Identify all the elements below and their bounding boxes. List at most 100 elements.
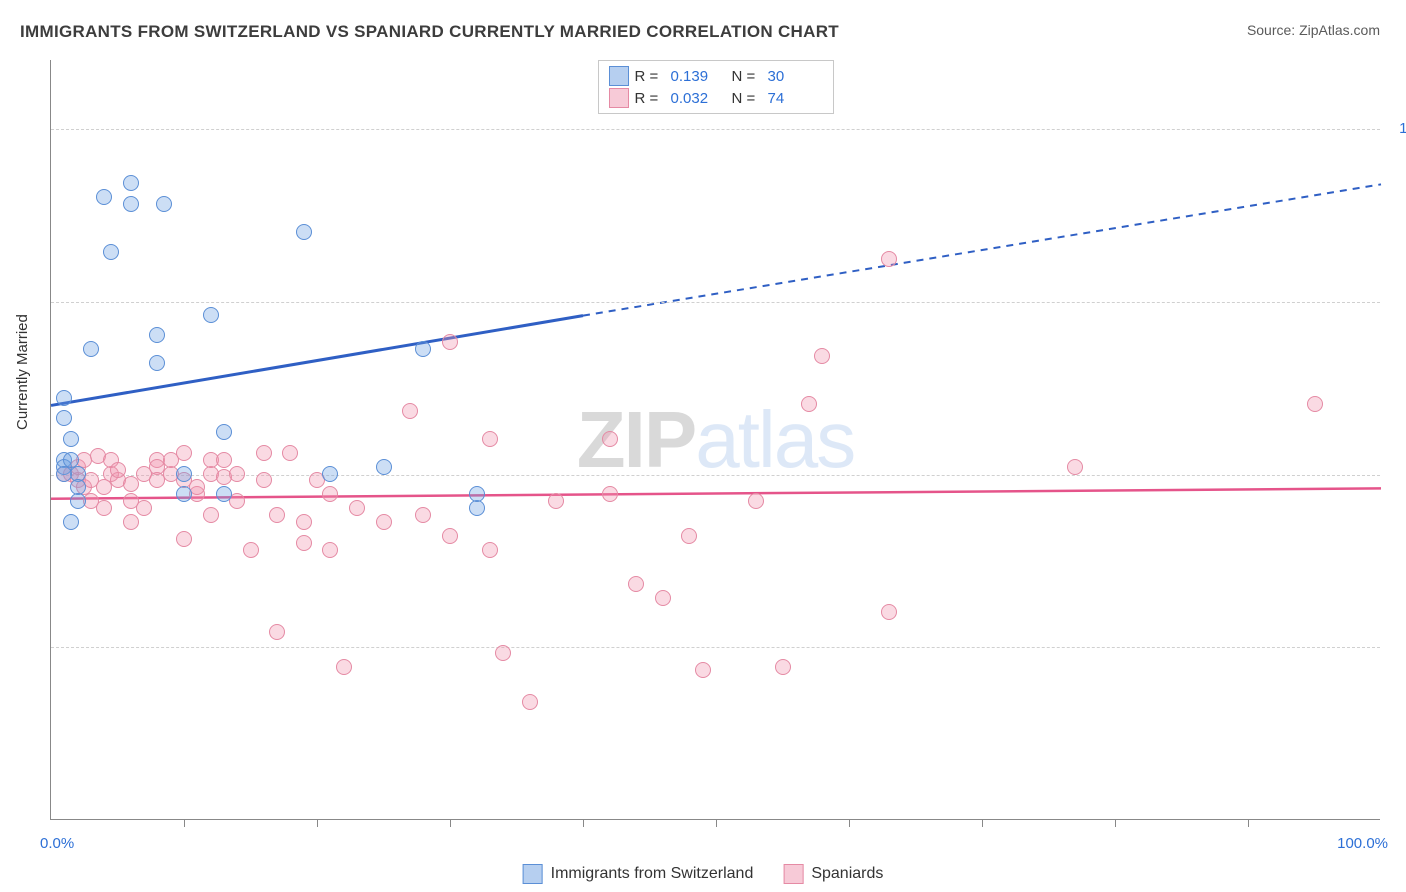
data-point-swiss (469, 500, 485, 516)
gridline (51, 647, 1380, 648)
data-point-spaniard (216, 452, 232, 468)
data-point-spaniard (602, 486, 618, 502)
x-tick (583, 819, 584, 827)
x-tick (849, 819, 850, 827)
data-point-spaniard (123, 514, 139, 530)
series-legend: Immigrants from Switzerland Spaniards (523, 864, 884, 884)
data-point-spaniard (881, 251, 897, 267)
gridline (51, 129, 1380, 130)
y-tick-label: 25.0% (1390, 638, 1406, 655)
data-point-spaniard (482, 542, 498, 558)
y-tick-label: 100.0% (1390, 120, 1406, 137)
legend-row-swiss: R =0.139 N =30 (609, 65, 823, 87)
data-point-spaniard (655, 590, 671, 606)
data-point-spaniard (96, 500, 112, 516)
data-point-swiss (96, 189, 112, 205)
data-point-spaniard (269, 507, 285, 523)
data-point-spaniard (123, 476, 139, 492)
trend-lines (51, 60, 1381, 820)
data-point-spaniard (336, 659, 352, 675)
data-point-spaniard (256, 472, 272, 488)
data-point-spaniard (229, 466, 245, 482)
data-point-swiss (149, 327, 165, 343)
data-point-swiss (322, 466, 338, 482)
x-tick (184, 819, 185, 827)
data-point-spaniard (282, 445, 298, 461)
data-point-swiss (415, 341, 431, 357)
x-tick (450, 819, 451, 827)
y-tick-label: 75.0% (1390, 293, 1406, 310)
data-point-spaniard (296, 514, 312, 530)
data-point-swiss (176, 466, 192, 482)
data-point-swiss (83, 341, 99, 357)
data-point-spaniard (548, 493, 564, 509)
data-point-swiss (56, 410, 72, 426)
swatch-swiss (609, 66, 629, 86)
legend-item-swiss: Immigrants from Switzerland (523, 864, 754, 884)
x-origin-label: 0.0% (40, 835, 74, 852)
data-point-swiss (216, 486, 232, 502)
data-point-swiss (123, 196, 139, 212)
data-point-spaniard (349, 500, 365, 516)
chart-container: IMMIGRANTS FROM SWITZERLAND VS SPANIARD … (0, 0, 1406, 892)
data-point-swiss (56, 390, 72, 406)
data-point-spaniard (602, 431, 618, 447)
y-axis-label: Currently Married (14, 314, 31, 430)
data-point-swiss (103, 244, 119, 260)
data-point-spaniard (203, 507, 219, 523)
data-point-spaniard (801, 396, 817, 412)
data-point-spaniard (402, 403, 418, 419)
data-point-spaniard (482, 431, 498, 447)
data-point-swiss (70, 493, 86, 509)
data-point-swiss (56, 466, 72, 482)
source-label: Source: ZipAtlas.com (1247, 22, 1380, 38)
data-point-spaniard (628, 576, 644, 592)
legend-item-spaniard: Spaniards (783, 864, 883, 884)
data-point-spaniard (1307, 396, 1323, 412)
data-point-spaniard (136, 500, 152, 516)
data-point-spaniard (376, 514, 392, 530)
correlation-legend: R =0.139 N =30 R =0.032 N =74 (598, 60, 834, 114)
data-point-swiss (469, 486, 485, 502)
x-tick (1115, 819, 1116, 827)
gridline (51, 475, 1380, 476)
data-point-swiss (156, 196, 172, 212)
data-point-spaniard (695, 662, 711, 678)
data-point-swiss (376, 459, 392, 475)
x-end-label: 100.0% (1337, 835, 1388, 852)
data-point-swiss (216, 424, 232, 440)
data-point-spaniard (256, 445, 272, 461)
data-point-spaniard (775, 659, 791, 675)
data-point-spaniard (415, 507, 431, 523)
data-point-spaniard (322, 486, 338, 502)
gridline (51, 302, 1380, 303)
data-point-spaniard (322, 542, 338, 558)
data-point-swiss (123, 175, 139, 191)
x-tick (1248, 819, 1249, 827)
data-point-spaniard (814, 348, 830, 364)
data-point-spaniard (881, 604, 897, 620)
data-point-spaniard (243, 542, 259, 558)
data-point-spaniard (748, 493, 764, 509)
data-point-swiss (63, 431, 79, 447)
x-tick (716, 819, 717, 827)
data-point-spaniard (442, 334, 458, 350)
legend-row-spaniard: R =0.032 N =74 (609, 87, 823, 109)
chart-title: IMMIGRANTS FROM SWITZERLAND VS SPANIARD … (20, 22, 839, 42)
data-point-spaniard (296, 535, 312, 551)
data-point-spaniard (269, 624, 285, 640)
data-point-spaniard (495, 645, 511, 661)
data-point-spaniard (176, 445, 192, 461)
data-point-swiss (203, 307, 219, 323)
x-tick (317, 819, 318, 827)
data-point-spaniard (176, 531, 192, 547)
x-tick (982, 819, 983, 827)
y-tick-label: 50.0% (1390, 466, 1406, 483)
data-point-spaniard (442, 528, 458, 544)
data-point-spaniard (522, 694, 538, 710)
data-point-swiss (63, 514, 79, 530)
swatch-spaniard (609, 88, 629, 108)
data-point-swiss (149, 355, 165, 371)
data-point-spaniard (681, 528, 697, 544)
data-point-spaniard (1067, 459, 1083, 475)
